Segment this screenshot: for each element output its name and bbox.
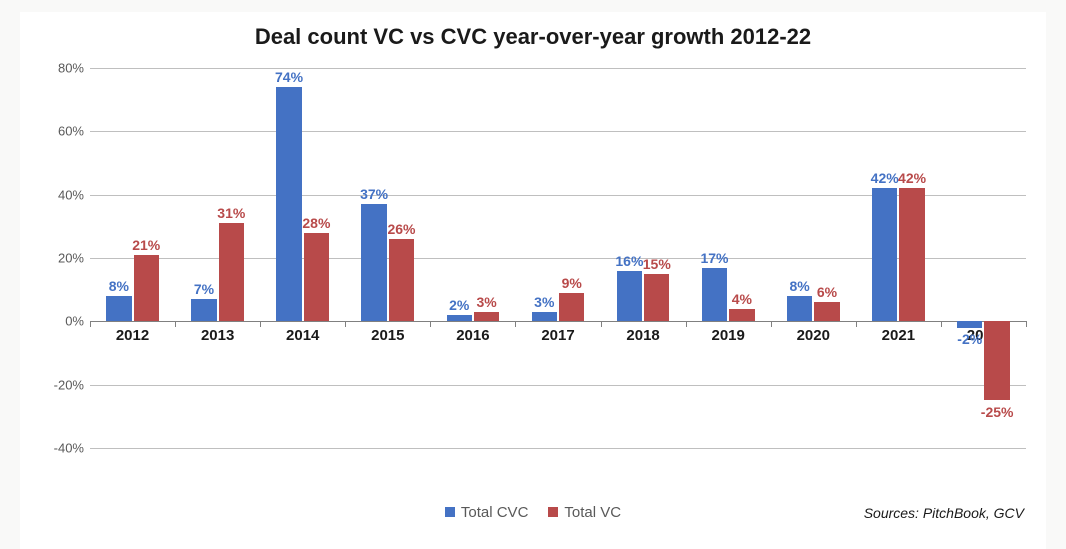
data-label: 21% — [132, 237, 160, 253]
data-label: 42% — [871, 170, 899, 186]
bar — [106, 296, 131, 321]
bar — [532, 312, 557, 322]
y-tick-label: -20% — [54, 377, 84, 392]
bar — [872, 188, 897, 321]
bar — [389, 239, 414, 321]
chart-outer: Deal count VC vs CVC year-over-year grow… — [0, 0, 1066, 549]
data-label: 16% — [615, 253, 643, 269]
x-tick-mark — [175, 321, 176, 327]
grid-line — [90, 131, 1026, 132]
data-label: 26% — [387, 221, 415, 237]
y-tick-label: 20% — [58, 251, 84, 266]
bar — [191, 299, 216, 321]
bar — [702, 268, 727, 322]
data-label: 2% — [449, 297, 469, 313]
bar — [814, 302, 839, 321]
data-label: 15% — [643, 256, 671, 272]
chart-inner: Deal count VC vs CVC year-over-year grow… — [20, 12, 1046, 549]
category-label: 2021 — [882, 327, 915, 344]
bar — [361, 204, 386, 321]
bar — [447, 315, 472, 321]
data-label: 8% — [109, 278, 129, 294]
y-tick-label: -40% — [54, 441, 84, 456]
data-label: 28% — [302, 215, 330, 231]
data-label: 74% — [275, 69, 303, 85]
legend-label: Total CVC — [461, 504, 529, 521]
bar — [899, 188, 924, 321]
legend-label: Total VC — [564, 504, 621, 521]
x-tick-mark — [260, 321, 261, 327]
category-label: 2014 — [286, 327, 319, 344]
data-label: 8% — [789, 278, 809, 294]
x-tick-mark — [771, 321, 772, 327]
chart-title: Deal count VC vs CVC year-over-year grow… — [20, 24, 1046, 50]
data-label: 17% — [700, 250, 728, 266]
category-label: 2017 — [541, 327, 574, 344]
bar — [304, 233, 329, 322]
data-label: -2% — [957, 331, 982, 347]
x-tick-mark — [90, 321, 91, 327]
data-label: 42% — [898, 170, 926, 186]
category-label: 2018 — [626, 327, 659, 344]
bar — [219, 223, 244, 321]
bar — [474, 312, 499, 322]
bar — [729, 309, 754, 322]
legend-item: Total CVC — [445, 504, 529, 521]
bar — [644, 274, 669, 322]
data-label: 37% — [360, 186, 388, 202]
bar — [276, 87, 301, 321]
data-label: 31% — [217, 205, 245, 221]
x-tick-mark — [515, 321, 516, 327]
bar — [984, 321, 1009, 400]
sources-text: Sources: PitchBook, GCV — [864, 505, 1024, 521]
plot-area: -40%-20%0%20%40%60%80%20128%21%20137%31%… — [90, 68, 1026, 448]
category-label: 2012 — [116, 327, 149, 344]
category-label: 2020 — [797, 327, 830, 344]
x-tick-mark — [1026, 321, 1027, 327]
category-label: 2016 — [456, 327, 489, 344]
grid-line — [90, 385, 1026, 386]
bar — [957, 321, 982, 327]
bar — [787, 296, 812, 321]
data-label: 6% — [817, 284, 837, 300]
legend-item: Total VC — [548, 504, 621, 521]
bar — [617, 271, 642, 322]
bar — [134, 255, 159, 322]
data-label: 7% — [194, 281, 214, 297]
legend-swatch — [445, 507, 455, 517]
legend-swatch — [548, 507, 558, 517]
data-label: 3% — [476, 294, 496, 310]
grid-line — [90, 68, 1026, 69]
grid-line — [90, 448, 1026, 449]
x-tick-mark — [345, 321, 346, 327]
y-tick-label: 0% — [65, 314, 84, 329]
category-label: 2019 — [711, 327, 744, 344]
category-label: 2015 — [371, 327, 404, 344]
data-label: 3% — [534, 294, 554, 310]
x-tick-mark — [941, 321, 942, 327]
x-tick-mark — [430, 321, 431, 327]
data-label: 9% — [562, 275, 582, 291]
y-tick-label: 40% — [58, 187, 84, 202]
bar — [559, 293, 584, 322]
y-tick-label: 60% — [58, 124, 84, 139]
data-label: -25% — [981, 404, 1014, 420]
x-tick-mark — [601, 321, 602, 327]
data-label: 4% — [732, 291, 752, 307]
category-label: 2013 — [201, 327, 234, 344]
x-tick-mark — [856, 321, 857, 327]
y-tick-label: 80% — [58, 61, 84, 76]
x-tick-mark — [686, 321, 687, 327]
zero-axis — [90, 321, 1026, 322]
